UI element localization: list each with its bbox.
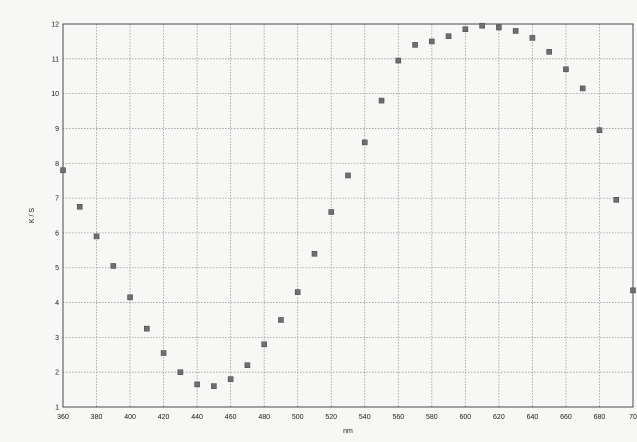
x-tick-label: 660 — [560, 414, 572, 421]
x-tick-label: 70 — [629, 414, 637, 421]
x-axis-title: nm — [343, 428, 353, 435]
data-point — [60, 167, 66, 174]
x-tick-label: 400 — [124, 414, 136, 421]
x-tick-label: 460 — [225, 414, 237, 421]
data-point — [345, 172, 351, 179]
x-tick-label: 520 — [325, 414, 337, 421]
x-tick-label: 500 — [292, 414, 304, 421]
x-tick-label: 420 — [158, 414, 170, 421]
x-tick-label: 580 — [426, 414, 438, 421]
plot-frame — [62, 23, 634, 408]
data-point — [613, 197, 620, 203]
data-point — [361, 139, 368, 146]
x-tick-label: 560 — [392, 414, 404, 421]
data-point — [378, 97, 385, 104]
data-point — [127, 294, 133, 301]
y-tick-label: 7 — [55, 196, 59, 203]
y-tick-label: 2 — [55, 370, 59, 377]
y-tick-label: 8 — [55, 161, 59, 168]
x-tick-label: 360 — [57, 414, 69, 421]
data-point — [529, 35, 536, 41]
y-axis-title: K / S — [29, 208, 36, 224]
data-point — [479, 22, 485, 29]
x-tick-label: 600 — [460, 414, 472, 421]
y-tick-label: 4 — [55, 300, 59, 307]
y-tick-label: 1 — [55, 405, 59, 412]
data-point — [596, 127, 603, 133]
data-point — [160, 350, 167, 356]
data-point — [294, 289, 301, 295]
data-point — [445, 33, 452, 39]
x-tick-label: 640 — [527, 414, 539, 421]
data-point — [395, 57, 402, 64]
y-tick-label: 12 — [51, 22, 59, 29]
data-point — [328, 209, 335, 215]
data-point — [563, 66, 569, 73]
x-tick-label: 440 — [191, 414, 203, 421]
y-tick-label: 9 — [55, 126, 59, 133]
data-point — [244, 362, 251, 369]
data-point — [311, 251, 318, 257]
data-points — [60, 22, 636, 389]
y-tick-label: 10 — [51, 91, 59, 98]
data-point — [227, 376, 234, 382]
axis-ticks: 360 380 400 420 440 460 480 500 520 540 560 580 600 6… — [51, 22, 637, 422]
data-point — [512, 28, 519, 34]
data-point — [412, 42, 418, 48]
x-tick-label: 380 — [91, 414, 103, 421]
data-point — [93, 233, 100, 240]
y-tick-label: 6 — [55, 230, 59, 237]
data-point — [546, 49, 552, 55]
data-point — [579, 85, 586, 92]
y-tick-label: 11 — [52, 56, 59, 63]
data-point — [429, 38, 435, 45]
data-point — [462, 26, 469, 33]
data-point — [194, 381, 200, 388]
x-tick-label: 620 — [493, 414, 505, 421]
x-tick-label: 480 — [258, 414, 270, 421]
data-point — [76, 203, 83, 210]
data-point — [496, 24, 502, 31]
y-tick-label: 5 — [55, 265, 59, 272]
data-point — [211, 383, 217, 389]
data-point — [177, 369, 184, 375]
data-point — [110, 263, 117, 269]
data-point — [261, 341, 267, 348]
y-tick-label: 3 — [55, 335, 59, 342]
x-tick-label: 680 — [594, 414, 606, 421]
x-tick-label: 540 — [359, 414, 371, 421]
data-point — [144, 325, 150, 332]
data-point — [630, 287, 636, 294]
data-point — [278, 317, 284, 323]
grid — [62, 23, 634, 408]
